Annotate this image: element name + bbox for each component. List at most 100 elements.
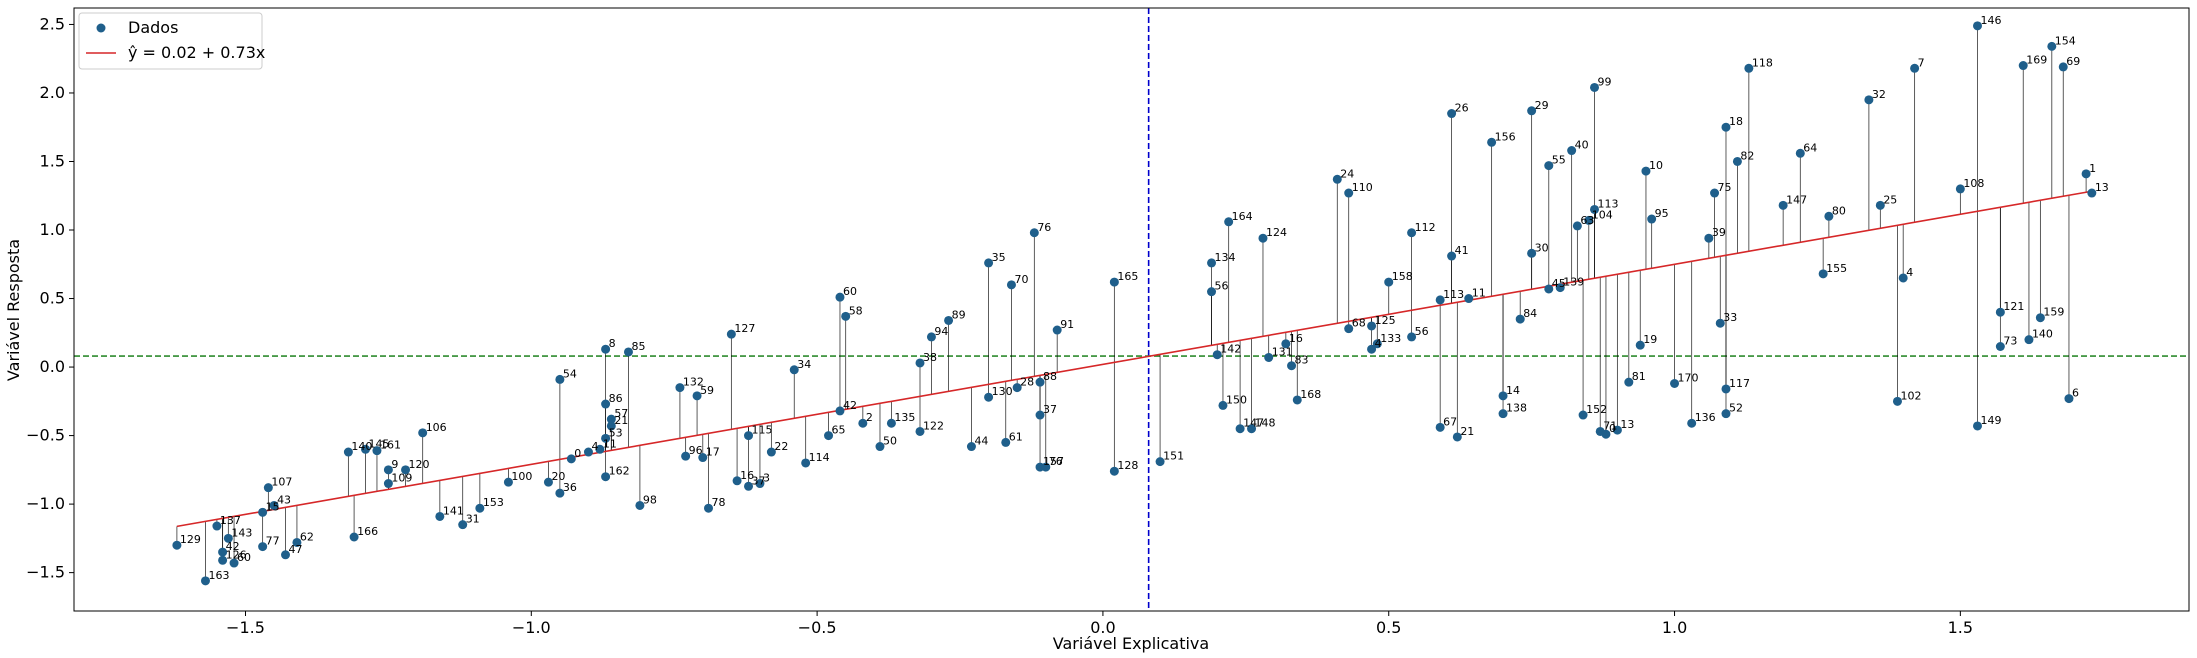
data-point: [383, 479, 393, 489]
point-label: 115: [752, 424, 773, 437]
point-label: 11: [603, 437, 617, 450]
data-point: [1973, 421, 1982, 431]
point-label: 84: [1523, 307, 1537, 320]
data-point: [1292, 395, 1302, 405]
point-label: 19: [1643, 333, 1657, 346]
point-label: 86: [609, 392, 623, 405]
point-label: 45: [1552, 277, 1566, 290]
point-label: 4: [591, 440, 598, 453]
data-point: [1898, 273, 1908, 283]
point-label: 102: [1900, 389, 1921, 402]
data-point: [732, 476, 742, 486]
point-label: 34: [797, 358, 811, 371]
point-label: 56: [1415, 325, 1429, 338]
point-label: 120: [409, 458, 430, 471]
point-label: 161: [380, 439, 401, 452]
legend-label-fit: ŷ = 0.02 + 0.73x: [128, 43, 265, 62]
data-point: [1590, 82, 1600, 92]
point-label: 4: [1375, 337, 1382, 350]
data-point: [915, 358, 925, 368]
point-label: 16: [1289, 332, 1303, 345]
data-point: [1035, 377, 1045, 387]
point-label: 125: [1375, 314, 1396, 327]
point-label: 168: [1300, 388, 1321, 401]
data-point: [1344, 324, 1354, 334]
point-label: 36: [563, 481, 577, 494]
data-point: [1258, 233, 1268, 243]
point-label: 58: [849, 304, 863, 317]
data-point: [212, 521, 222, 531]
data-point: [984, 258, 994, 268]
point-label: 24: [1340, 167, 1354, 180]
point-label: 26: [1455, 102, 1469, 115]
x-tick-label: −1.5: [226, 618, 265, 637]
point-label: 78: [712, 496, 726, 509]
data-point: [172, 540, 182, 550]
data-point: [1572, 221, 1582, 231]
data-point: [1590, 204, 1600, 214]
data-point: [1498, 391, 1508, 401]
data-point: [418, 428, 428, 438]
x-tick-label: 0.5: [1376, 618, 1401, 637]
point-label: 147: [1786, 193, 1807, 206]
point-label: 107: [271, 476, 292, 489]
point-label: 96: [689, 444, 703, 457]
point-label: 0: [574, 447, 581, 460]
point-label: 151: [1163, 450, 1184, 463]
point-label: 163: [208, 569, 229, 582]
point-label: 114: [809, 451, 830, 464]
point-label: 82: [1740, 149, 1754, 162]
point-label: 40: [1575, 139, 1589, 152]
data-point: [1218, 400, 1228, 410]
point-label: 108: [1963, 177, 1984, 190]
data-point: [744, 431, 754, 441]
data-point: [1715, 318, 1725, 328]
data-point: [601, 399, 611, 409]
data-point: [835, 406, 845, 416]
point-label: 136: [1695, 411, 1716, 424]
data-point: [858, 418, 868, 428]
data-point: [1687, 418, 1697, 428]
data-point: [1544, 161, 1554, 171]
data-point: [583, 447, 593, 457]
point-label: 52: [1729, 402, 1743, 415]
data-point: [601, 433, 611, 443]
point-label: 80: [1832, 204, 1846, 217]
point-label: 121: [2003, 300, 2024, 313]
data-point: [915, 426, 925, 436]
x-axis-title: Variável Explicativa: [1053, 634, 1209, 653]
data-point: [1498, 409, 1508, 419]
data-point: [1584, 215, 1594, 225]
data-point: [1864, 95, 1874, 105]
point-label: 131: [1272, 345, 1293, 358]
point-label: 142: [1220, 343, 1241, 356]
data-point: [1367, 344, 1377, 354]
y-tick-label: −0.5: [26, 426, 65, 445]
data-point: [841, 311, 851, 321]
x-tick-label: 1.5: [1948, 618, 1973, 637]
data-point: [1527, 106, 1537, 116]
y-tick-label: −1.5: [26, 563, 65, 582]
data-point: [1995, 307, 2005, 317]
data-point: [1212, 350, 1222, 360]
point-label: 10: [1649, 159, 1663, 172]
data-point: [926, 332, 936, 342]
point-label: 138: [1506, 402, 1527, 415]
data-point: [681, 451, 691, 461]
data-point: [835, 292, 845, 302]
data-point: [635, 500, 645, 510]
data-point: [606, 421, 616, 431]
point-label: 165: [1117, 270, 1138, 283]
point-label: 155: [1826, 262, 1847, 275]
point-label: 164: [1232, 210, 1253, 223]
legend-label-dados: Dados: [128, 18, 178, 37]
point-label: 0: [1609, 422, 1616, 435]
point-label: 32: [1872, 88, 1886, 101]
y-axis-title: Variável Resposta: [4, 239, 23, 381]
data-point: [218, 547, 228, 557]
point-label: 76: [1037, 221, 1051, 234]
data-point: [824, 431, 834, 441]
point-label: 30: [1535, 241, 1549, 254]
point-label: 47: [289, 543, 303, 556]
point-label: 139: [1563, 276, 1584, 289]
